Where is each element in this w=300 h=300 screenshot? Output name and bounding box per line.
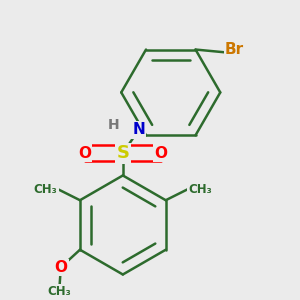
Text: H: H — [107, 118, 119, 132]
Text: O: O — [155, 146, 168, 160]
Text: CH₃: CH₃ — [34, 182, 58, 196]
Text: CH₃: CH₃ — [188, 182, 212, 196]
Text: N: N — [132, 122, 145, 137]
Text: CH₃: CH₃ — [47, 285, 71, 298]
Text: O: O — [54, 260, 67, 275]
Text: S: S — [116, 144, 129, 162]
Text: Br: Br — [225, 42, 244, 57]
Text: O: O — [78, 146, 91, 160]
